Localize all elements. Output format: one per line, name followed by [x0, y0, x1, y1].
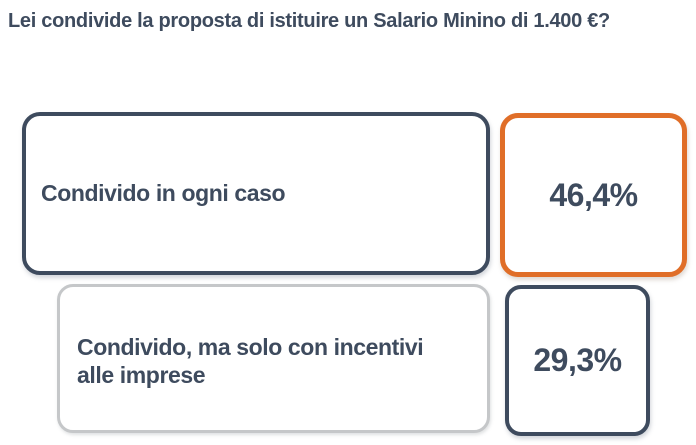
- poll-question-title: Lei condivide la proposta di istituire u…: [8, 10, 610, 32]
- answer-option-label: Condivido in ogni caso: [41, 179, 286, 206]
- result-percentage: 29,3%: [533, 342, 622, 378]
- result-percentage: 46,4%: [549, 176, 638, 213]
- answer-option-condivido-in-ogni-caso[interactable]: Condivido in ogni caso: [22, 112, 490, 275]
- result-value-box-highlighted: 46,4%: [500, 113, 687, 277]
- result-value-box: 29,3%: [505, 285, 650, 436]
- answer-option-label: Condivido, ma solo con incentivi alle im…: [77, 334, 424, 388]
- answer-option-condivido-con-incentivi[interactable]: Condivido, ma solo con incentivi alle im…: [57, 284, 490, 433]
